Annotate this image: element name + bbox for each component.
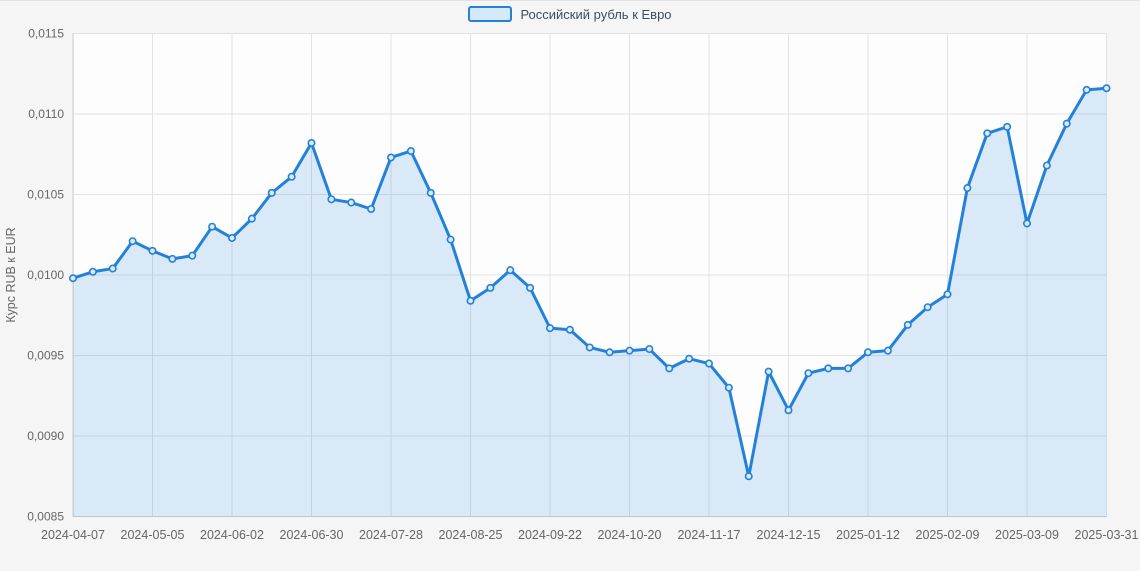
data-point-marker[interactable] bbox=[625, 346, 634, 355]
x-tick-label: 2024-05-05 bbox=[121, 528, 185, 542]
data-point-marker[interactable] bbox=[386, 153, 395, 162]
data-point-marker[interactable] bbox=[506, 266, 515, 275]
data-point-marker[interactable] bbox=[347, 198, 356, 207]
data-point-marker[interactable] bbox=[327, 195, 336, 204]
data-point-marker[interactable] bbox=[545, 324, 554, 333]
data-point-marker[interactable] bbox=[704, 359, 713, 368]
legend: Российский рубль к Евро bbox=[0, 6, 1140, 22]
y-tick-label: 0,0095 bbox=[27, 349, 64, 363]
data-point-marker[interactable] bbox=[744, 472, 753, 481]
x-tick-label: 2024-07-28 bbox=[359, 528, 423, 542]
y-tick-label: 0,0085 bbox=[27, 510, 64, 524]
data-point-marker[interactable] bbox=[685, 354, 694, 363]
x-tick-label: 2024-06-30 bbox=[280, 528, 344, 542]
data-point-marker[interactable] bbox=[486, 283, 495, 292]
data-point-marker[interactable] bbox=[764, 367, 773, 376]
data-point-marker[interactable] bbox=[844, 364, 853, 373]
data-point-marker[interactable] bbox=[963, 184, 972, 193]
data-point-marker[interactable] bbox=[1022, 219, 1031, 228]
y-tick-label: 0,0105 bbox=[27, 188, 64, 202]
legend-label: Российский рубль к Евро bbox=[520, 6, 672, 22]
x-tick-label: 2024-10-20 bbox=[598, 528, 662, 542]
y-tick-label: 0,0110 bbox=[28, 107, 64, 121]
data-point-marker[interactable] bbox=[1062, 119, 1071, 128]
y-axis-title: Курс RUB к EUR bbox=[4, 227, 18, 322]
data-point-marker[interactable] bbox=[168, 254, 177, 263]
data-point-marker[interactable] bbox=[228, 233, 237, 242]
data-point-marker[interactable] bbox=[247, 214, 256, 223]
x-tick-label: 2024-12-15 bbox=[757, 528, 821, 542]
data-point-marker[interactable] bbox=[426, 188, 435, 197]
x-tick-label: 2025-03-31 bbox=[1075, 528, 1139, 542]
data-point-marker[interactable] bbox=[1042, 161, 1051, 170]
data-point-marker[interactable] bbox=[605, 348, 614, 357]
y-tick-label: 0,0090 bbox=[27, 429, 64, 443]
y-tick-label: 0,0115 bbox=[28, 27, 64, 41]
data-point-marker[interactable] bbox=[883, 346, 892, 355]
data-point-marker[interactable] bbox=[526, 283, 535, 292]
data-point-marker[interactable] bbox=[565, 325, 574, 334]
data-point-marker[interactable] bbox=[983, 129, 992, 138]
data-point-marker[interactable] bbox=[188, 251, 197, 260]
x-tick-label: 2024-11-17 bbox=[677, 528, 740, 542]
data-point-marker[interactable] bbox=[665, 364, 674, 373]
data-point-marker[interactable] bbox=[466, 296, 475, 305]
data-point-marker[interactable] bbox=[446, 235, 455, 244]
x-tick-label: 2024-09-22 bbox=[518, 528, 582, 542]
data-point-marker[interactable] bbox=[148, 246, 157, 255]
data-point-marker[interactable] bbox=[287, 172, 296, 181]
data-point-marker[interactable] bbox=[88, 267, 97, 276]
data-point-marker[interactable] bbox=[645, 345, 654, 354]
data-point-marker[interactable] bbox=[824, 364, 833, 373]
data-point-marker[interactable] bbox=[863, 348, 872, 357]
legend-swatch bbox=[468, 6, 513, 22]
data-point-marker[interactable] bbox=[367, 204, 376, 213]
data-point-marker[interactable] bbox=[1082, 85, 1091, 94]
data-point-marker[interactable] bbox=[943, 290, 952, 299]
legend-item-rub-eur[interactable]: Российский рубль к Евро bbox=[468, 6, 672, 22]
data-point-marker[interactable] bbox=[784, 406, 793, 415]
data-point-marker[interactable] bbox=[903, 320, 912, 329]
data-point-marker[interactable] bbox=[69, 274, 78, 283]
x-tick-label: 2025-01-12 bbox=[836, 528, 900, 542]
data-point-marker[interactable] bbox=[406, 147, 415, 156]
y-tick-label: 0,0100 bbox=[27, 268, 64, 282]
data-point-marker[interactable] bbox=[128, 237, 137, 246]
data-point-marker[interactable] bbox=[307, 138, 316, 147]
x-tick-label: 2025-03-09 bbox=[995, 528, 1059, 542]
data-point-marker[interactable] bbox=[724, 383, 733, 392]
data-point-marker[interactable] bbox=[1102, 84, 1111, 93]
data-point-marker[interactable] bbox=[1003, 122, 1012, 131]
data-point-marker[interactable] bbox=[804, 369, 813, 378]
x-tick-label: 2025-02-09 bbox=[916, 528, 980, 542]
data-point-marker[interactable] bbox=[208, 222, 217, 231]
x-tick-label: 2024-08-25 bbox=[439, 528, 503, 542]
data-point-marker[interactable] bbox=[108, 264, 117, 273]
data-point-marker[interactable] bbox=[267, 188, 276, 197]
data-point-marker[interactable] bbox=[923, 303, 932, 312]
x-tick-label: 2024-04-07 bbox=[41, 528, 105, 542]
data-point-marker[interactable] bbox=[585, 343, 594, 352]
series-area bbox=[73, 88, 1107, 517]
x-tick-label: 2024-06-02 bbox=[200, 528, 264, 542]
